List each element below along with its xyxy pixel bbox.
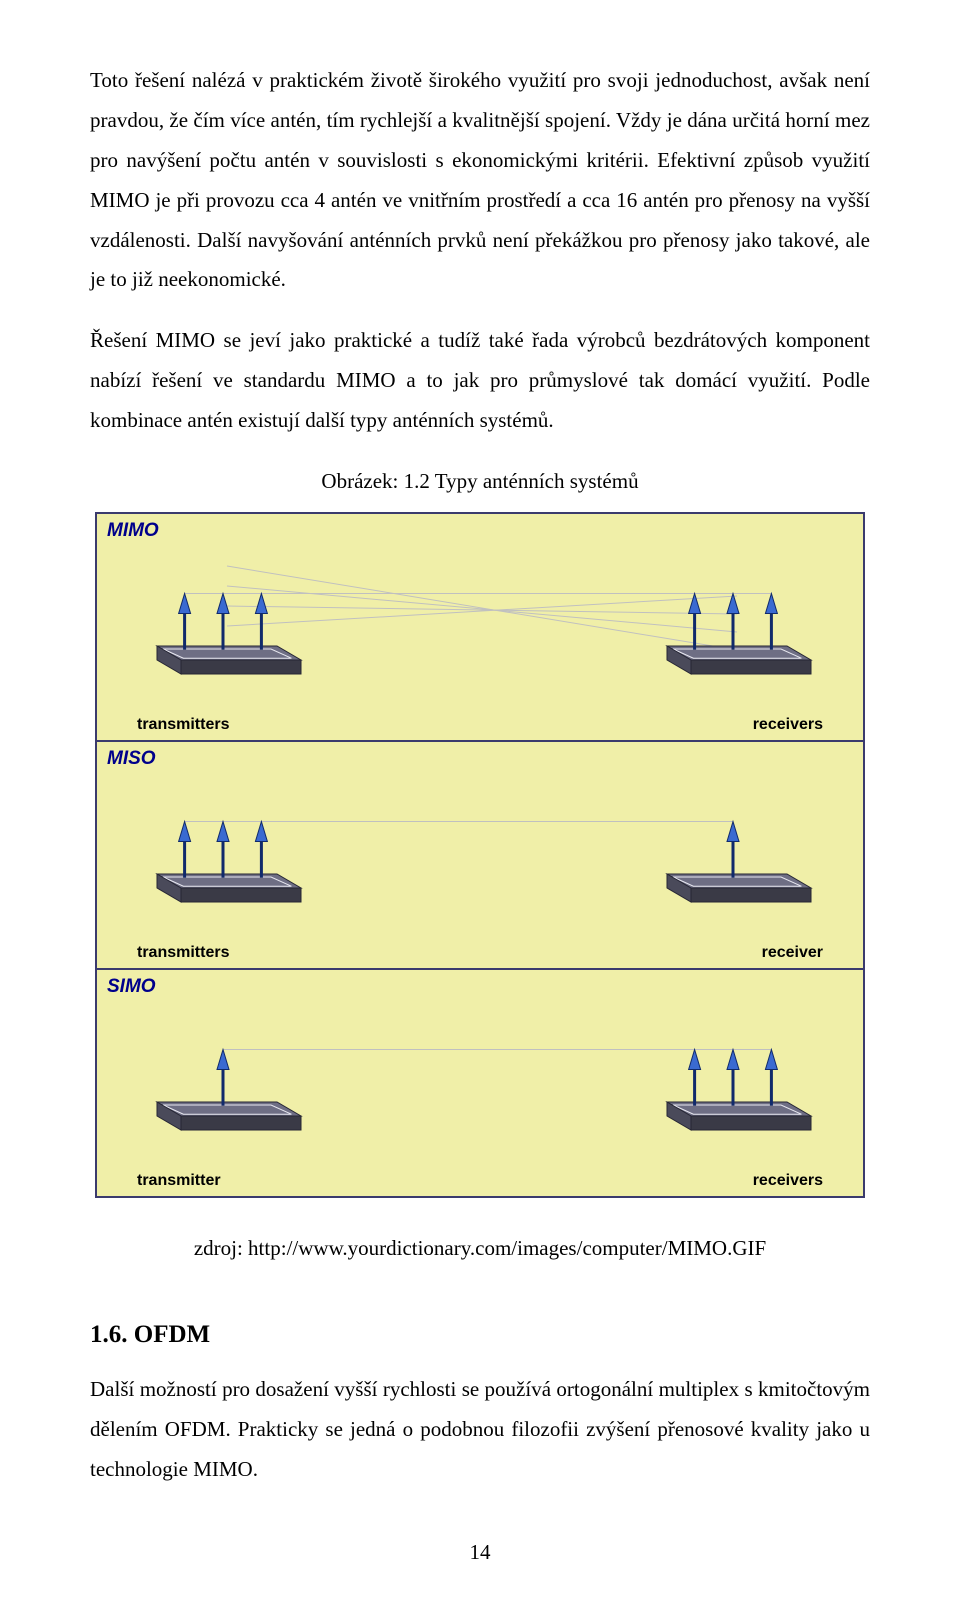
panel-stage [107, 546, 853, 716]
diagram-panel-miso: MISO transmitters receiver [97, 742, 863, 970]
label-right: receivers [753, 716, 823, 734]
figure-source: zdroj: http://www.yourdictionary.com/ima… [90, 1236, 870, 1261]
panel-title: MISO [107, 748, 853, 770]
label-left: transmitters [137, 944, 229, 962]
ofdm-heading: 1.6. OFDM [90, 1321, 870, 1349]
panel-svg [107, 546, 857, 716]
label-left: transmitters [137, 716, 229, 734]
panel-stage [107, 1002, 853, 1172]
label-left: transmitter [137, 1172, 221, 1190]
page-number: 14 [90, 1540, 870, 1565]
label-right: receiver [762, 944, 823, 962]
diagram-panel-simo: SIMO transmitter receivers [97, 970, 863, 1196]
panel-svg [107, 774, 857, 944]
panel-stage [107, 774, 853, 944]
panel-svg [107, 1002, 857, 1172]
antenna-systems-diagram: MIMO transmitters receivers MISO transmitter… [95, 512, 865, 1198]
label-right: receivers [753, 1172, 823, 1190]
panel-title: MIMO [107, 520, 853, 542]
paragraph-2: Řešení MIMO se jeví jako praktické a tud… [90, 321, 870, 441]
panel-title: SIMO [107, 976, 853, 998]
diagram-panel-mimo: MIMO transmitters receivers [97, 514, 863, 742]
panel-labels: transmitters receivers [107, 716, 853, 734]
figure-caption: Obrázek: 1.2 Typy anténních systémů [90, 469, 870, 494]
panel-labels: transmitter receivers [107, 1172, 853, 1190]
paragraph-3: Další možností pro dosažení vyšší rychlo… [90, 1370, 870, 1490]
panel-labels: transmitters receiver [107, 944, 853, 962]
paragraph-1: Toto řešení nalézá v praktickém životě š… [90, 61, 870, 300]
